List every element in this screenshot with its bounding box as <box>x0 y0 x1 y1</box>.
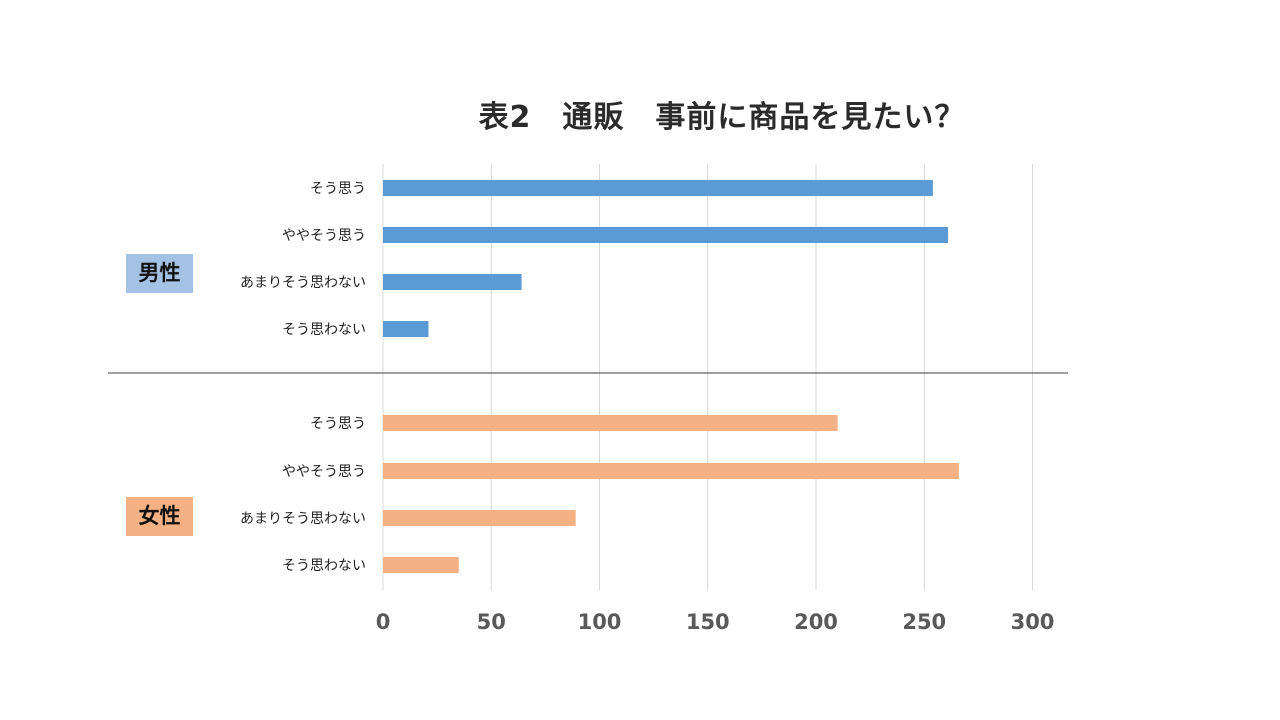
x-tick-label-150: 150 <box>686 610 730 634</box>
bar-1-2 <box>383 510 576 526</box>
bar-1-3 <box>383 557 459 573</box>
bar-1-0 <box>383 415 838 431</box>
category-label-1-0: そう思う <box>310 416 366 432</box>
x-tick-label-250: 250 <box>902 610 946 634</box>
x-tick-label-50: 50 <box>477 610 506 634</box>
bar-0-1 <box>383 227 949 243</box>
category-label-1-3: そう思わない <box>282 558 366 574</box>
category-label-1-1: ややそう思う <box>282 464 366 480</box>
category-label-0-2: あまりそう思わない <box>240 275 366 291</box>
category-label-0-0: そう思う <box>310 181 366 197</box>
group-label-female: 女性 <box>126 497 193 536</box>
chart-title: 表2 通販 事前に商品を見たい？ <box>478 100 966 135</box>
category-label-1-2: あまりそう思わない <box>240 511 366 527</box>
bar-1-1 <box>383 463 959 479</box>
category-label-0-3: そう思わない <box>282 322 366 338</box>
bar-0-0 <box>383 180 933 196</box>
group-label-male: 男性 <box>126 254 193 293</box>
x-tick-label-0: 0 <box>376 610 391 634</box>
x-tick-label-100: 100 <box>578 610 622 634</box>
x-tick-label-300: 300 <box>1011 610 1055 634</box>
bar-0-3 <box>383 321 429 337</box>
category-label-0-1: ややそう思う <box>282 228 366 244</box>
bar-0-2 <box>383 274 522 290</box>
x-tick-label-200: 200 <box>794 610 838 634</box>
